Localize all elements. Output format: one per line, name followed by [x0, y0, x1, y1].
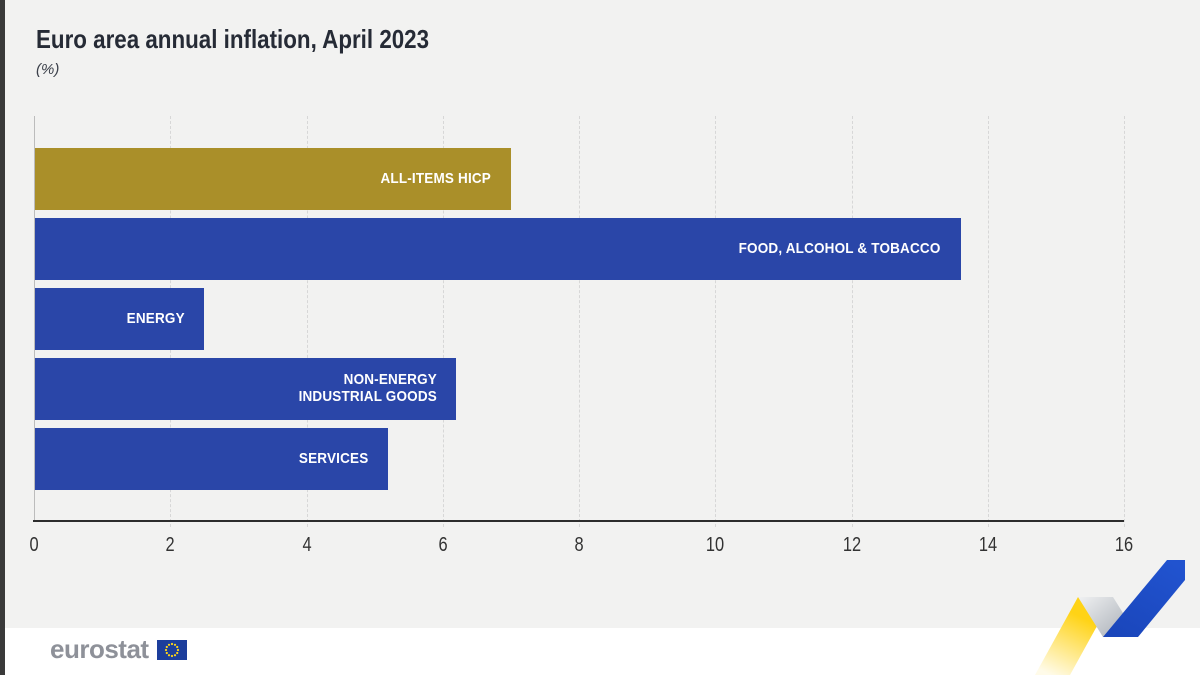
gridline-x-10 — [715, 116, 717, 527]
bar-label: FOOD, ALCOHOL & TOBACCO — [738, 239, 941, 257]
gridline-x-14 — [987, 116, 989, 527]
eu-flag-icon — [157, 640, 187, 660]
bar-energy: ENERGY — [35, 288, 205, 350]
bar-all-items-hicp: ALL-ITEMS HICP — [35, 148, 511, 210]
window-left-edge — [0, 0, 5, 675]
trend-ribbon-decoration — [1035, 560, 1185, 675]
page-subtitle: (%) — [36, 61, 60, 78]
gridline-x-6 — [442, 116, 444, 527]
bar-label: ENERGY — [126, 309, 185, 327]
x-tick-label-4: 4 — [301, 534, 312, 556]
bar-label: NON-ENERGY INDUSTRIAL GOODS — [298, 371, 437, 405]
page-title: Euro area annual inflation, April 2023 — [36, 24, 493, 55]
x-tick-label-8: 8 — [574, 534, 584, 556]
x-tick-label-10: 10 — [706, 534, 725, 556]
x-axis-line — [33, 520, 1124, 522]
y-axis-line — [34, 116, 35, 521]
gridline-x-8 — [579, 116, 580, 527]
x-tick-label-12: 12 — [842, 534, 861, 556]
bar-label: ALL-ITEMS HICP — [380, 169, 492, 187]
ribbon-blue-segment — [1103, 560, 1185, 637]
eurostat-logo-text: eurostat — [50, 634, 149, 664]
bar-services: SERVICES — [35, 428, 389, 490]
gridline-x-4 — [306, 116, 308, 527]
bar-label: SERVICES — [298, 449, 369, 467]
bar-non-energy-industrial-goods: NON-ENERGY INDUSTRIAL GOODS — [35, 358, 457, 420]
x-tick-label-0: 0 — [29, 534, 39, 556]
gridline-x-12 — [851, 116, 853, 527]
gridline-x-16 — [1124, 116, 1125, 527]
page-title-text: Euro area annual inflation, April 2023 — [36, 24, 430, 54]
x-tick-label-16: 16 — [1114, 534, 1134, 556]
bar-food-alcohol-tobacco: FOOD, ALCOHOL & TOBACCO — [35, 218, 961, 280]
x-tick-label-2: 2 — [165, 534, 175, 556]
x-tick-label-6: 6 — [438, 534, 448, 556]
footer-strip — [5, 628, 1200, 675]
x-tick-label-14: 14 — [978, 534, 997, 556]
